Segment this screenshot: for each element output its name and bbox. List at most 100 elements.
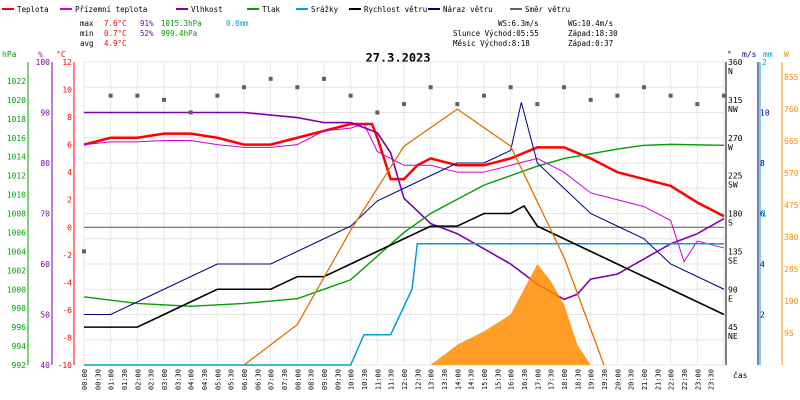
legend-label: Rychlost větru <box>364 5 427 14</box>
axis-unit-degc: °C <box>56 50 66 59</box>
stats-max-press: 1015.3hPa <box>161 19 202 28</box>
x-tick-label: 20:00 <box>614 369 622 390</box>
y-tick-label: 855 <box>784 73 799 82</box>
series-line <box>243 108 605 366</box>
y-tick-label: 12 <box>62 58 72 67</box>
x-tick-label: 17:30 <box>548 369 556 390</box>
y-tick-label: 2 <box>762 58 767 67</box>
info-wg: WG:10.4m/s <box>568 19 613 28</box>
x-tick-label: 06:30 <box>254 369 262 390</box>
y-tick-label: 760 <box>784 105 799 114</box>
x-tick-label: 22:30 <box>681 369 689 390</box>
wind-dir-point <box>668 93 673 98</box>
y-tick-label: 1016 <box>7 134 26 143</box>
wind-dir-point <box>642 85 646 90</box>
y-tick-label: 380 <box>784 233 799 242</box>
x-tick-label: 06:00 <box>241 369 249 390</box>
legend-label: Směr větru <box>525 5 570 14</box>
wind-dir-point <box>402 102 406 107</box>
y-tick-label: 190 <box>784 297 799 306</box>
legend-label: Tlak <box>262 5 281 14</box>
y-tick-label: 1000 <box>7 285 26 294</box>
x-tick-label: 12:00 <box>401 369 409 390</box>
y-tick-label: 225 <box>728 172 743 181</box>
x-tick-label: 17:00 <box>534 369 542 390</box>
y-tick-label: 80 <box>40 159 50 168</box>
x-tick-label: 19:30 <box>601 369 609 390</box>
y-tick-label: 998 <box>12 304 27 313</box>
y-tick-label: 95 <box>784 329 794 338</box>
stats-max-temp: 7.6°C <box>104 19 127 28</box>
stats-avg-label: avg <box>80 39 94 48</box>
wind-dir-point <box>108 93 113 98</box>
axis-unit-w: W <box>784 50 789 59</box>
y-tick-label: 992 <box>12 361 27 370</box>
y-tick-label: 1018 <box>7 115 26 124</box>
x-tick-label: 11:30 <box>388 369 396 390</box>
x-tick-label: 05:30 <box>228 369 236 390</box>
wind-dir-point <box>455 102 460 107</box>
compass-label: E <box>728 294 733 303</box>
x-tick-label: 15:00 <box>481 369 489 390</box>
x-tick-label: 16:00 <box>508 369 516 390</box>
x-tick-label: 08:00 <box>294 369 302 390</box>
y-tick-label: -8 <box>62 333 72 342</box>
axis-unit-mm: mm <box>763 50 773 59</box>
y-tick-label: 10 <box>62 86 72 95</box>
x-axis-label: čas <box>733 370 748 380</box>
x-tick-label: 14:00 <box>454 369 462 390</box>
x-tick-label: 23:00 <box>694 369 702 390</box>
info-sunset: Západ:18:30 <box>568 29 618 38</box>
series-line <box>83 123 725 263</box>
x-tick-label: 20:30 <box>628 369 636 390</box>
y-tick-label: 6 <box>760 210 765 219</box>
wind-dir-point <box>508 85 513 90</box>
series-line <box>83 122 725 218</box>
wind-dir-point <box>615 93 620 98</box>
x-tick-label: 02:30 <box>148 369 156 390</box>
chart-date: 27.3.2023 <box>365 51 430 65</box>
stats-block: max 7.6°C 91% 1015.3hPa 0.8mm min 0.7°C … <box>80 19 249 48</box>
compass-label: NE <box>728 332 738 341</box>
series-line <box>83 143 725 307</box>
y-tick-label: 1020 <box>7 96 26 105</box>
x-tick-label: 22:00 <box>668 369 676 390</box>
x-tick-label: 00:00 <box>81 369 89 390</box>
x-tick-label: 14:30 <box>468 369 476 390</box>
x-tick-label: 19:00 <box>588 369 596 390</box>
x-tick-label: 01:00 <box>108 369 116 390</box>
wind-dir-point <box>215 93 220 98</box>
x-tick-label: 02:00 <box>134 369 142 390</box>
wind-dir-point <box>135 93 140 98</box>
y-tick-label: 8 <box>760 159 765 168</box>
x-tick-label: 23:30 <box>708 369 716 390</box>
y-tick-label: 2 <box>67 196 72 205</box>
stats-max-hum: 91% <box>140 19 154 28</box>
y-tick-label: 100 <box>36 58 51 67</box>
info-ws: WS:6.3m/s <box>498 19 539 28</box>
series-line <box>84 102 725 315</box>
y-tick-label: 285 <box>784 265 799 274</box>
compass-label: SE <box>728 256 738 265</box>
x-tick-label: 21:00 <box>641 369 649 390</box>
wind-dir-point <box>348 93 353 98</box>
wind-dir-point <box>188 110 193 115</box>
wind-dir-point <box>695 102 700 107</box>
y-tick-label: 135 <box>728 247 743 256</box>
y-tick-label: 180 <box>728 210 743 219</box>
x-tick-label: 01:30 <box>121 369 129 390</box>
plot-area <box>82 76 726 366</box>
y-tick-label: -2 <box>62 251 72 260</box>
series-line <box>84 204 725 328</box>
y-tick-label: 4 <box>67 168 72 177</box>
compass-label: S <box>728 219 733 228</box>
stats-max-rain: 0.8mm <box>226 19 249 28</box>
x-tick-label: 18:00 <box>561 369 569 390</box>
x-tick-label: 16:30 <box>521 369 529 390</box>
axis-unit-ms: m/s <box>742 50 757 59</box>
compass-label: SW <box>728 181 738 190</box>
stats-max-label: max <box>80 19 94 28</box>
x-tick-label: 13:30 <box>441 369 449 390</box>
y-tick-label: 8 <box>67 113 72 122</box>
